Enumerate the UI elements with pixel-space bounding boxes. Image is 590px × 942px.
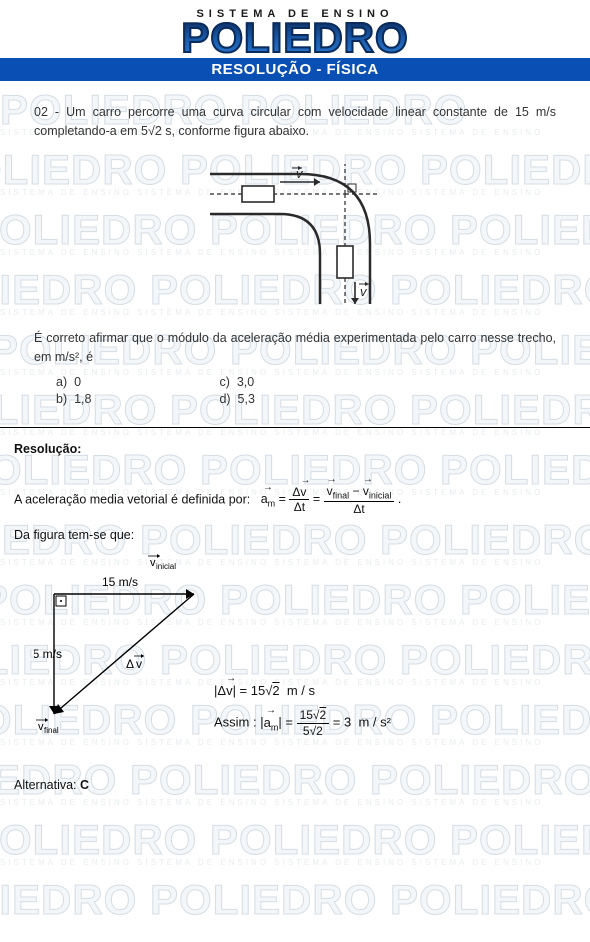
formula-am: am = ΔvΔt = vfinal − vinicialΔt . [261, 492, 402, 506]
svg-text:15 m/s: 15 m/s [34, 647, 62, 661]
option-a: a) 0 [56, 374, 216, 392]
equations-block: |Δv| = 15√2 m / s Assim : |am| = 15√25√2… [214, 683, 576, 738]
question-body: Um carro percorre uma curva circular com… [34, 105, 556, 138]
svg-text:v: v [136, 657, 142, 671]
alternative-value: C [80, 778, 89, 792]
svg-text:v: v [360, 284, 368, 299]
resolution-def-line: A aceleração media vetorial é definida p… [14, 484, 576, 517]
svg-text:final: final [44, 726, 59, 734]
option-b: b) 1,8 [56, 391, 216, 409]
option-d: d) 5,3 [219, 391, 254, 409]
svg-text:15 m/s: 15 m/s [102, 575, 138, 589]
header: SISTEMA DE ENSINO POLIEDRO [0, 0, 590, 58]
svg-text:inicial: inicial [156, 562, 176, 571]
question-figure: v v [0, 154, 590, 319]
option-c: c) 3,0 [219, 374, 254, 392]
resolution-title: Resolução: [14, 442, 576, 456]
resolution: Resolução: A aceleração media vetorial é… [0, 428, 590, 792]
header-logo: POLIEDRO [0, 18, 590, 58]
subheader: RESOLUÇÃO - FÍSICA [0, 58, 590, 81]
question-prompt2: É correto afirmar que o módulo da aceler… [0, 329, 590, 369]
alternative-line: Alternativa: C [14, 778, 576, 792]
options: a) 0 b) 1,8 c) 3,0 d) 5,3 [0, 370, 590, 427]
eq2: Assim : |am| = 15√25√2 = 3 m / s² [214, 708, 576, 738]
resolution-fig-text: Da figura tem-se que: [14, 528, 576, 542]
question-text: 02 - Um carro percorre uma curva circula… [0, 81, 590, 147]
svg-text:Δ: Δ [126, 657, 134, 671]
eq1: |Δv| = 15√2 m / s [214, 683, 576, 698]
question-number: 02 [34, 105, 48, 119]
